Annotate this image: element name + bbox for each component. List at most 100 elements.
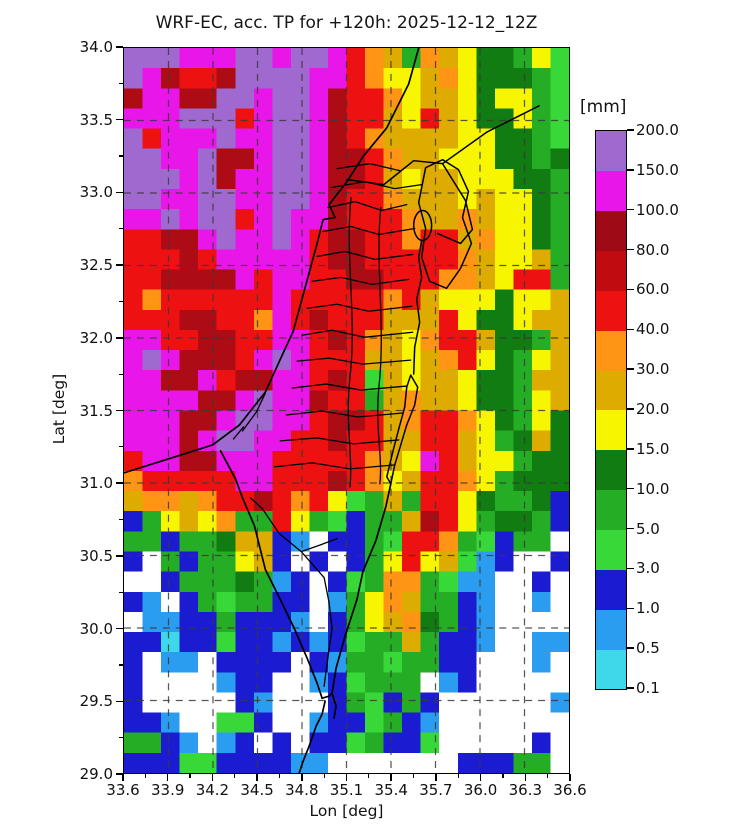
y-minor-tick: [119, 373, 123, 375]
y-minor-tick: [119, 82, 123, 84]
y-tick-label: 33.0: [79, 183, 113, 202]
x-minor-tick: [144, 774, 146, 778]
x-tick-label: 35.1: [329, 781, 364, 799]
colorbar-tick: [626, 169, 634, 171]
x-tick-label: 35.7: [419, 781, 453, 799]
colorbar-tick: [626, 647, 634, 649]
colorbar-tick-label: 0.1: [636, 679, 660, 697]
colorbar-tick: [626, 288, 634, 291]
x-minor-tick: [189, 774, 191, 778]
colorbar-segment: [596, 410, 626, 451]
x-major-tick: [390, 774, 392, 781]
y-tick-label: 32.0: [79, 328, 113, 347]
x-major-tick: [122, 774, 124, 781]
gridlines: [124, 48, 569, 773]
x-major-tick: [345, 774, 348, 781]
x-tick-label: 36.3: [508, 781, 542, 799]
y-major-tick: [116, 773, 123, 775]
x-tick-label: 34.5: [240, 781, 274, 799]
colorbar-tick-label: 100.0: [636, 200, 679, 219]
y-minor-tick: [119, 518, 123, 521]
x-major-tick: [524, 774, 527, 781]
x-major-tick: [256, 774, 258, 781]
y-major-tick: [116, 409, 123, 412]
colorbar-tick: [626, 487, 634, 490]
y-tick-label: 29.5: [79, 692, 113, 711]
y-major-tick: [116, 264, 123, 266]
colorbar-tick-label: 200.0: [636, 121, 679, 139]
y-minor-tick: [119, 228, 123, 230]
colorbar-tick: [626, 567, 634, 570]
colorbar-tick: [626, 248, 634, 251]
x-minor-tick: [368, 774, 370, 778]
x-tick-label: 33.9: [150, 781, 185, 799]
y-tick-label: 30.0: [79, 619, 113, 638]
colorbar-segment: [596, 290, 626, 331]
y-tick-label: 29.0: [79, 765, 113, 783]
x-major-tick: [166, 774, 169, 781]
x-minor-tick: [457, 774, 459, 778]
colorbar-segment: [596, 649, 626, 690]
colorbar: [595, 130, 627, 690]
colorbar-tick-label: 5.0: [636, 519, 660, 538]
x-minor-tick: [547, 774, 549, 778]
colorbar-tick-label: 3.0: [636, 559, 660, 578]
x-minor-tick: [278, 774, 281, 778]
y-tick-label: 30.5: [79, 546, 113, 565]
colorbar-tick-label: 15.0: [636, 439, 670, 458]
x-minor-tick: [412, 774, 415, 778]
colorbar-segment: [596, 330, 626, 371]
colorbar-tick-label: 30.0: [636, 360, 670, 379]
x-major-tick: [435, 774, 437, 781]
colorbar-segment: [596, 131, 626, 172]
colorbar-tick-label: 1.0: [636, 599, 660, 618]
colorbar-tick: [626, 129, 634, 131]
colorbar-tick: [626, 527, 634, 530]
colorbar-segment: [596, 489, 626, 531]
y-major-tick: [116, 191, 123, 194]
colorbar-segment: [596, 370, 626, 411]
colorbar-units-label: [mm]: [580, 97, 627, 117]
y-tick-label: 31.0: [79, 474, 113, 493]
x-axis-label: Lon [deg]: [309, 802, 384, 820]
geographic-borders: [124, 48, 540, 773]
x-tick-label: 34.8: [285, 781, 319, 799]
y-minor-tick: [119, 446, 123, 448]
x-minor-tick: [234, 774, 236, 778]
x-tick-label: 35.4: [374, 781, 408, 799]
colorbar-tick: [626, 208, 634, 211]
x-tick-label: 34.2: [195, 781, 230, 799]
colorbar-tick: [626, 368, 634, 370]
colorbar-segment: [596, 210, 626, 252]
chart-title: WRF-EC, acc. TP for +120h: 2025-12-12_12…: [155, 13, 538, 33]
colorbar-segment: [596, 449, 626, 491]
colorbar-tick-label: 20.0: [636, 400, 670, 418]
x-tick-label: 33.6: [106, 781, 140, 799]
y-major-tick: [116, 482, 123, 484]
y-tick-label: 31.5: [79, 401, 113, 420]
x-tick-label: 36.6: [553, 781, 587, 799]
y-major-tick: [116, 118, 123, 121]
y-major-tick: [116, 337, 123, 339]
x-tick-label: 36.0: [463, 781, 498, 799]
colorbar-segment: [596, 529, 626, 570]
y-minor-tick: [119, 155, 123, 157]
y-major-tick: [116, 555, 123, 557]
colorbar-tick-label: 10.0: [636, 479, 670, 498]
y-major-tick: [116, 627, 123, 630]
colorbar-segment: [596, 609, 626, 650]
y-major-tick: [116, 700, 123, 703]
colorbar-tick-label: 150.0: [636, 160, 679, 179]
y-tick-label: 34.0: [79, 38, 113, 56]
colorbar-tick-label: 80.0: [636, 240, 670, 259]
x-minor-tick: [502, 774, 504, 778]
y-major-tick: [116, 46, 123, 48]
colorbar-segment: [596, 569, 626, 610]
colorbar-tick: [626, 607, 634, 610]
y-minor-tick: [119, 737, 123, 739]
colorbar-segment: [596, 170, 626, 212]
colorbar-tick-label: 40.0: [636, 320, 670, 339]
y-minor-tick: [119, 300, 123, 303]
map-overlay: [124, 48, 569, 773]
